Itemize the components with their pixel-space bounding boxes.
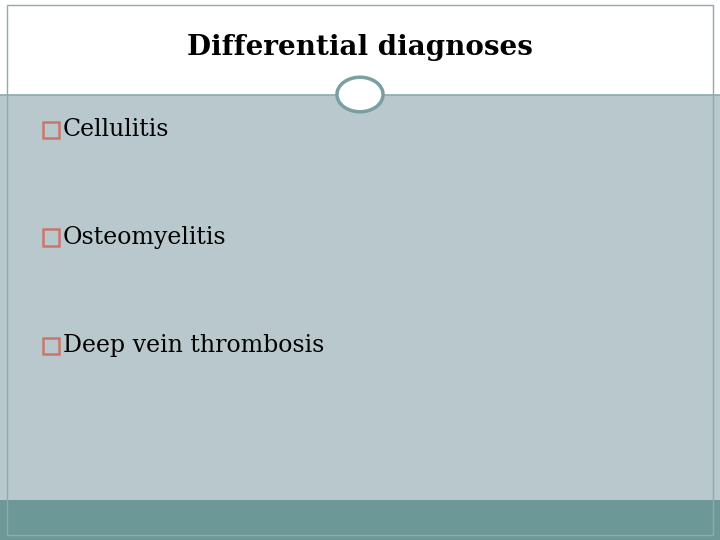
Text: Differential diagnoses: Differential diagnoses: [187, 33, 533, 60]
Circle shape: [337, 77, 383, 112]
Text: Cellulitis: Cellulitis: [63, 118, 169, 141]
Text: Osteomyelitis: Osteomyelitis: [63, 226, 227, 249]
Bar: [0, 94, 720, 500]
Bar: [0, 0, 720, 94]
Bar: [0, 500, 720, 540]
Text: Deep vein thrombosis: Deep vein thrombosis: [63, 334, 325, 357]
